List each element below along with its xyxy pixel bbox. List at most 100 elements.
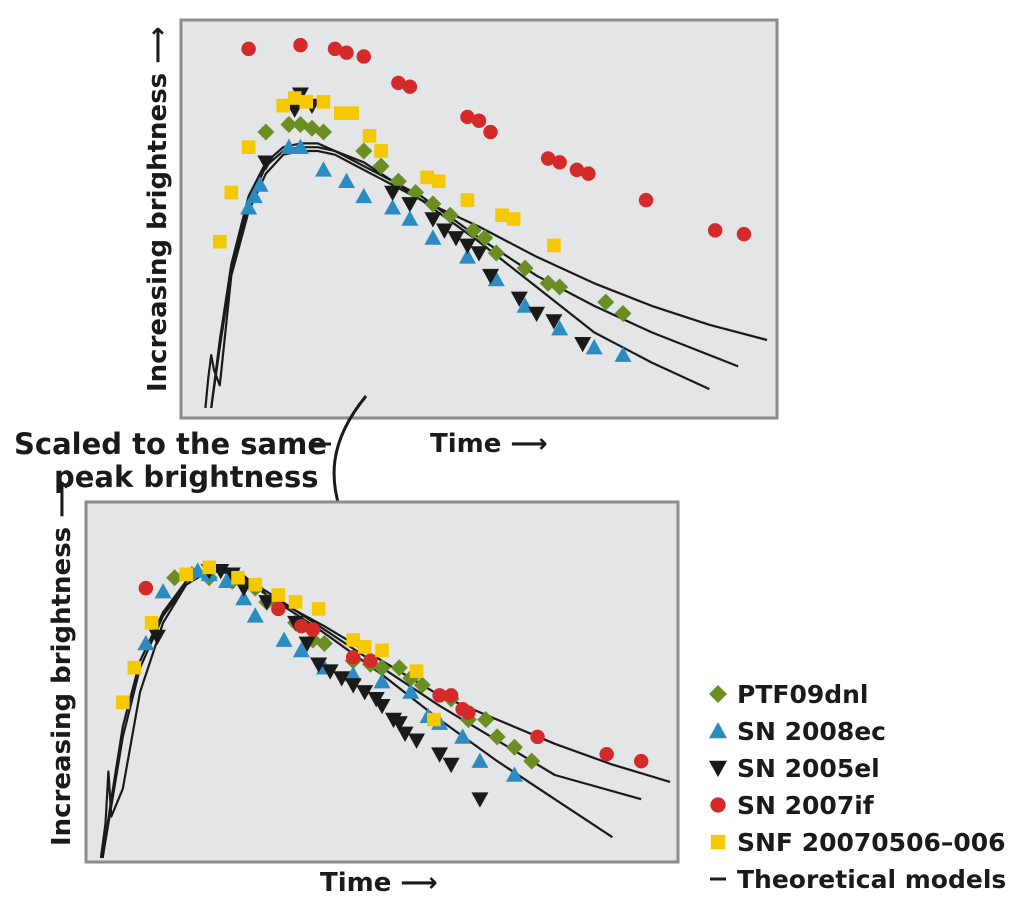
legend-item-sn-2008ec: SN 2008ec — [709, 717, 886, 746]
top-point-sn-2005el — [435, 223, 453, 239]
top-point-ptf09dnl — [389, 172, 407, 190]
top-point-ptf09dnl — [314, 123, 332, 141]
top-point-sn-2007if — [327, 41, 343, 57]
top-point-snf-20070506-006 — [224, 185, 239, 200]
legend-item-snf-20070506-006: SNF 20070506–006 — [710, 828, 1006, 857]
bottom-point-sn-2008ec — [402, 683, 420, 699]
bottom-point-snf-20070506-006 — [288, 595, 303, 609]
bottom-point-sn-2008ec — [292, 641, 310, 658]
annotation-line-2: peak brightness — [54, 460, 318, 494]
top-point-snf-20070506-006 — [241, 140, 256, 154]
bottom-point-sn-2008ec — [373, 673, 391, 689]
top-point-ptf09dnl — [614, 305, 632, 322]
top-point-sn-2008ec — [355, 187, 373, 204]
bottom-point-sn-2008ec — [137, 634, 155, 651]
top-data-markers — [213, 37, 752, 362]
bottom-chart-panel: Time ⟶ Increasing brightness ⟶ — [47, 481, 680, 898]
bottom-point-ptf09dnl — [166, 569, 184, 587]
annotation-line-1: Scaled to the same — [14, 427, 327, 461]
bottom-point-snf-20070506-006 — [144, 615, 159, 630]
top-model-line-2 — [210, 142, 710, 409]
bottom-point-sn-2007if — [633, 753, 649, 769]
top-point-ptf09dnl — [424, 195, 442, 213]
top-point-ptf09dnl — [487, 244, 505, 262]
bottom-point-sn-2005el — [298, 636, 316, 652]
top-point-sn-2005el — [545, 314, 563, 330]
top-point-ptf09dnl — [516, 259, 534, 277]
top-point-sn-2005el — [401, 197, 419, 213]
bottom-point-sn-2008ec — [275, 631, 293, 647]
top-point-sn-2007if — [293, 37, 308, 53]
bottom-point-sn-2005el — [408, 733, 426, 749]
top-point-sn-2007if — [356, 49, 372, 64]
top-point-ptf09dnl — [476, 229, 494, 247]
bottom-point-sn-2008ec — [471, 752, 489, 768]
top-point-snf-20070506-006 — [287, 91, 302, 105]
top-point-sn-2008ec — [384, 199, 402, 215]
legend-symbol-snf-20070506-006 — [710, 834, 726, 850]
legend-symbol-ptf09dnl — [709, 685, 727, 703]
top-point-snf-20070506-006 — [420, 170, 434, 185]
bottom-point-sn-2005el — [390, 716, 408, 732]
top-point-sn-2007if — [471, 113, 487, 128]
bottom-point-ptf09dnl — [505, 738, 523, 756]
bottom-point-sn-2005el — [471, 792, 489, 808]
top-point-snf-20070506-006 — [506, 212, 521, 226]
top-point-snf-20070506-006 — [431, 174, 446, 188]
top-point-snf-20070506-006 — [213, 234, 227, 249]
top-point-sn-2008ec — [251, 176, 269, 192]
top-point-sn-2005el — [458, 238, 476, 254]
top-point-ptf09dnl — [372, 157, 390, 175]
bottom-point-snf-20070506-006 — [231, 570, 245, 585]
bottom-point-sn-2007if — [363, 653, 378, 669]
bottom-point-sn-2007if — [138, 580, 154, 596]
bottom-x-axis-label: Time ⟶ — [320, 868, 438, 898]
bottom-point-ptf09dnl — [523, 752, 541, 770]
bottom-point-ptf09dnl — [413, 676, 431, 694]
bottom-point-sn-2008ec — [235, 590, 253, 606]
legend-item-ptf09dnl: PTF09dnl — [709, 680, 869, 709]
bottom-point-ptf09dnl — [373, 659, 391, 677]
top-point-sn-2005el — [574, 336, 592, 353]
top-point-sn-2007if — [581, 166, 596, 181]
top-point-sn-2007if — [552, 155, 567, 170]
bottom-point-sn-2007if — [294, 618, 309, 634]
bottom-point-snf-20070506-006 — [409, 664, 424, 678]
top-model-lines — [204, 142, 768, 409]
top-point-snf-20070506-006 — [362, 129, 377, 143]
bottom-point-sn-2008ec — [246, 607, 264, 623]
top-point-sn-2007if — [460, 109, 475, 125]
top-point-ptf09dnl — [597, 293, 615, 311]
top-point-sn-2008ec — [516, 297, 534, 313]
legend-item-sn-2007if: SN 2007if — [710, 791, 875, 820]
bottom-point-sn-2005el — [396, 726, 414, 742]
bottom-point-snf-20070506-006 — [202, 560, 216, 575]
legend-item-sn-2005el: SN 2005el — [709, 754, 880, 783]
bottom-point-ptf09dnl — [477, 711, 495, 729]
top-point-sn-2008ec — [551, 320, 569, 336]
top-point-sn-2007if — [638, 192, 654, 208]
top-point-ptf09dnl — [551, 278, 569, 296]
top-point-sn-2008ec — [424, 229, 442, 245]
top-point-sn-2005el — [257, 155, 275, 171]
top-point-ptf09dnl — [464, 221, 482, 239]
top-point-snf-20070506-006 — [276, 98, 290, 113]
bottom-point-snf-20070506-006 — [116, 695, 130, 710]
bottom-point-snf-20070506-006 — [375, 643, 389, 658]
bottom-point-sn-2007if — [530, 729, 545, 745]
top-point-snf-20070506-006 — [316, 95, 331, 109]
bottom-point-sn-2005el — [235, 581, 253, 597]
top-point-snf-20070506-006 — [460, 193, 475, 207]
legend: PTF09dnl SN 2008ec SN 2005el SN 2007if SNF 2… — [709, 680, 1006, 894]
bottom-point-sn-2007if — [599, 746, 614, 762]
top-point-sn-2008ec — [245, 187, 263, 204]
bottom-point-sn-2005el — [310, 657, 328, 673]
bottom-point-sn-2005el — [258, 595, 276, 611]
bottom-point-sn-2008ec — [454, 728, 472, 744]
top-point-sn-2005el — [482, 268, 500, 285]
bottom-point-sn-2005el — [148, 629, 166, 646]
bottom-point-snf-20070506-006 — [427, 712, 441, 727]
top-point-ptf09dnl — [257, 123, 275, 141]
bottom-point-sn-2007if — [443, 688, 459, 703]
